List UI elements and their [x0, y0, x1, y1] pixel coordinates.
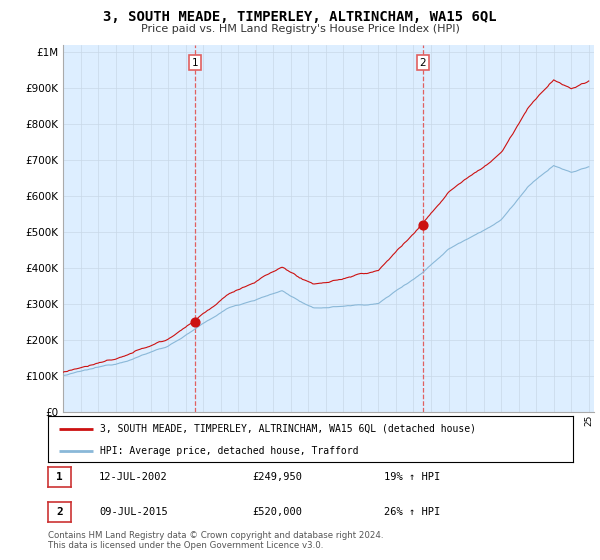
Text: HPI: Average price, detached house, Trafford: HPI: Average price, detached house, Traf…: [101, 446, 359, 455]
Text: 1: 1: [56, 472, 63, 482]
Text: 2: 2: [419, 58, 426, 68]
Text: £520,000: £520,000: [252, 507, 302, 517]
Text: 1: 1: [192, 58, 199, 68]
Point: [190, 317, 200, 326]
Text: 12-JUL-2002: 12-JUL-2002: [99, 472, 168, 482]
Text: Contains HM Land Registry data © Crown copyright and database right 2024.
This d: Contains HM Land Registry data © Crown c…: [48, 530, 383, 550]
Text: 19% ↑ HPI: 19% ↑ HPI: [384, 472, 440, 482]
Text: 09-JUL-2015: 09-JUL-2015: [99, 507, 168, 517]
Text: Price paid vs. HM Land Registry's House Price Index (HPI): Price paid vs. HM Land Registry's House …: [140, 24, 460, 34]
Text: 3, SOUTH MEADE, TIMPERLEY, ALTRINCHAM, WA15 6QL (detached house): 3, SOUTH MEADE, TIMPERLEY, ALTRINCHAM, W…: [101, 424, 476, 434]
Text: 3, SOUTH MEADE, TIMPERLEY, ALTRINCHAM, WA15 6QL: 3, SOUTH MEADE, TIMPERLEY, ALTRINCHAM, W…: [103, 10, 497, 24]
Text: £249,950: £249,950: [252, 472, 302, 482]
Text: 26% ↑ HPI: 26% ↑ HPI: [384, 507, 440, 517]
Text: 2: 2: [56, 507, 63, 517]
Point: [418, 220, 427, 229]
